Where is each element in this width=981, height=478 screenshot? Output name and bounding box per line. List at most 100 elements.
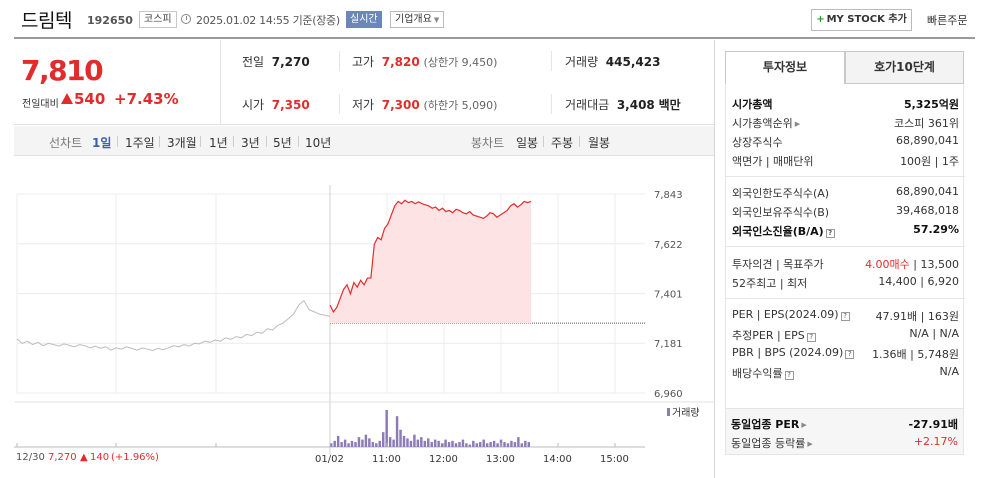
triangle-right-icon: ▶ — [807, 440, 813, 448]
stock-header: 드림텍 192650 코스피 2025.01.02 14:55 기준(장중) 실… — [0, 0, 981, 38]
period-weekly[interactable]: 주봉 — [551, 136, 574, 150]
volume-bar — [485, 443, 489, 447]
info-row-foreign-ratio: 외국인소진율(B/A)? 57.29% — [732, 223, 959, 241]
x-tick-label: 15:00 — [600, 454, 629, 465]
open-price: 시가 7,350 — [242, 96, 310, 113]
triangle-right-icon: ▶ — [801, 421, 807, 429]
chevron-down-icon: ▼ — [433, 16, 440, 24]
open-value: 7,350 — [271, 98, 310, 112]
my-stock-add-button[interactable]: + MY STOCK 추가 — [811, 9, 912, 31]
info-row-industry-change[interactable]: 동일업종 등락률 ▶ +2.17% — [731, 435, 958, 453]
volume-bar — [423, 440, 427, 447]
chart-svg: 7,843 7,622 7,401 7,181 6,960 거래량 01/02 11:00 12… — [14, 185, 714, 465]
prev-day-date: 12/30 — [16, 452, 45, 463]
volume-label: 거래량 — [565, 55, 599, 69]
tab-investment-info[interactable]: 투자정보 — [725, 51, 845, 84]
clock-icon — [181, 14, 191, 24]
info-value: 1.36배 | 5,748원 — [872, 348, 959, 361]
amount-value: 3,408 — [616, 98, 655, 112]
info-key: 동일업종 PER — [731, 418, 800, 431]
x-tick-label: 01/02 — [315, 454, 344, 465]
period-1y[interactable]: 1년 — [209, 136, 228, 150]
volume-bar — [482, 439, 485, 447]
info-row-market-cap: 시가총액 5,325억원 — [732, 96, 959, 114]
y-tick-label: 6,960 — [654, 389, 683, 400]
up-arrow-icon — [61, 93, 73, 104]
info-key-with-arrow: 동일업종 등락률 ▶ — [731, 435, 813, 451]
market-badge: 코스피 — [139, 11, 177, 28]
info-row-market-cap-rank[interactable]: 시가총액순위 ▶ 코스피 361위 — [732, 115, 959, 133]
low-value: 7,300 — [381, 98, 420, 112]
info-value: 100원 | 1주 — [900, 155, 959, 168]
today-line — [329, 199, 532, 313]
volume-bar — [378, 440, 381, 447]
info-row-pbr-bps: PBR | BPS (2024.09)? 1.36배 | 5,748원 — [732, 346, 959, 364]
volume-bar — [392, 439, 395, 447]
period-daily[interactable]: 일봉 — [516, 136, 539, 150]
volume-legend-label: 거래량 — [672, 407, 700, 419]
volume-bar — [475, 443, 479, 447]
info-key: PER | EPS(2024.09) — [732, 308, 839, 321]
realtime-badge[interactable]: 실시간 — [346, 11, 382, 28]
info-value: 68,890,041 — [896, 185, 959, 198]
period-3m[interactable]: 3개월 — [167, 136, 197, 150]
divider — [298, 136, 299, 147]
change-value: 540 — [74, 90, 106, 108]
divider — [117, 136, 118, 147]
info-key: 시가총액순위 — [732, 117, 793, 130]
period-monthly[interactable]: 월봉 — [588, 136, 611, 150]
divider — [266, 136, 267, 147]
change-rate: +7.43% — [114, 90, 179, 108]
plus-icon: + — [816, 14, 825, 25]
y-tick-label: 7,401 — [654, 290, 683, 301]
help-icon[interactable]: ? — [840, 312, 850, 321]
period-3y[interactable]: 3년 — [241, 136, 260, 150]
info-row-foreign-holdings: 외국인보유주식수(B) 39,468,018 — [732, 204, 959, 222]
info-key: 외국인보유주식수(B) — [732, 206, 830, 219]
upper-limit: (상한가 9,450) — [423, 56, 498, 69]
target-price-value: 13,500 — [920, 258, 960, 271]
header-rule — [14, 37, 975, 39]
info-row-industry-per[interactable]: 동일업종 PER ▶ -27.91배 — [731, 416, 958, 434]
help-icon[interactable]: ? — [825, 229, 835, 238]
volume-bar — [433, 439, 437, 447]
info-key: 외국인한도주식수(A) — [732, 187, 830, 200]
prev-day-close: 7,270 — [48, 452, 77, 463]
help-icon[interactable]: ? — [806, 333, 816, 342]
info-value: N/A | N/A — [909, 327, 959, 340]
help-icon[interactable]: ? — [845, 350, 855, 359]
high-label: 고가 — [352, 55, 375, 69]
trade-amount: 거래대금 3,408 백만 — [565, 96, 681, 113]
divider — [339, 51, 340, 71]
volume-bar — [447, 442, 451, 447]
volume-bar — [430, 442, 433, 447]
period-10y[interactable]: 10년 — [305, 136, 332, 150]
quick-order-link[interactable]: 빠른주문 — [927, 14, 968, 27]
volume-bar — [357, 437, 361, 447]
info-key-with-help: 외국인소진율(B/A)? — [732, 223, 835, 239]
tab-order-book[interactable]: 호가10단계 — [845, 51, 964, 84]
period-1w[interactable]: 1주일 — [125, 136, 155, 150]
volume-bar — [347, 443, 350, 447]
volume-bar — [364, 434, 368, 447]
info-value: 57.29% — [913, 223, 959, 236]
intraday-chart[interactable]: 7,843 7,622 7,401 7,181 6,960 거래량 01/02 11:00 12… — [14, 185, 714, 465]
stock-name: 드림텍 — [21, 10, 72, 32]
help-icon[interactable]: ? — [784, 371, 794, 380]
period-5y[interactable]: 5년 — [273, 136, 292, 150]
prev-day-change: 140 — [90, 452, 110, 463]
prev-day-rate: (+1.96%) — [111, 452, 159, 463]
volume-bar — [479, 442, 482, 447]
company-overview-button[interactable]: 기업개요 ▼ — [390, 11, 445, 28]
prev-close: 전일 7,270 — [242, 53, 310, 70]
volume-bar — [402, 435, 406, 447]
panel-divider — [714, 40, 715, 478]
period-1d[interactable]: 1일 — [92, 136, 112, 150]
info-row-52week: 52주최고 | 최저 14,400 | 6,920 — [732, 275, 959, 293]
info-value: 코스피 361위 — [894, 117, 959, 130]
divider — [551, 51, 552, 71]
volume-bar — [489, 442, 492, 447]
volume-bar — [381, 432, 385, 447]
y-tick-label: 7,622 — [654, 240, 683, 251]
info-key-with-arrow: 동일업종 PER ▶ — [731, 416, 807, 432]
